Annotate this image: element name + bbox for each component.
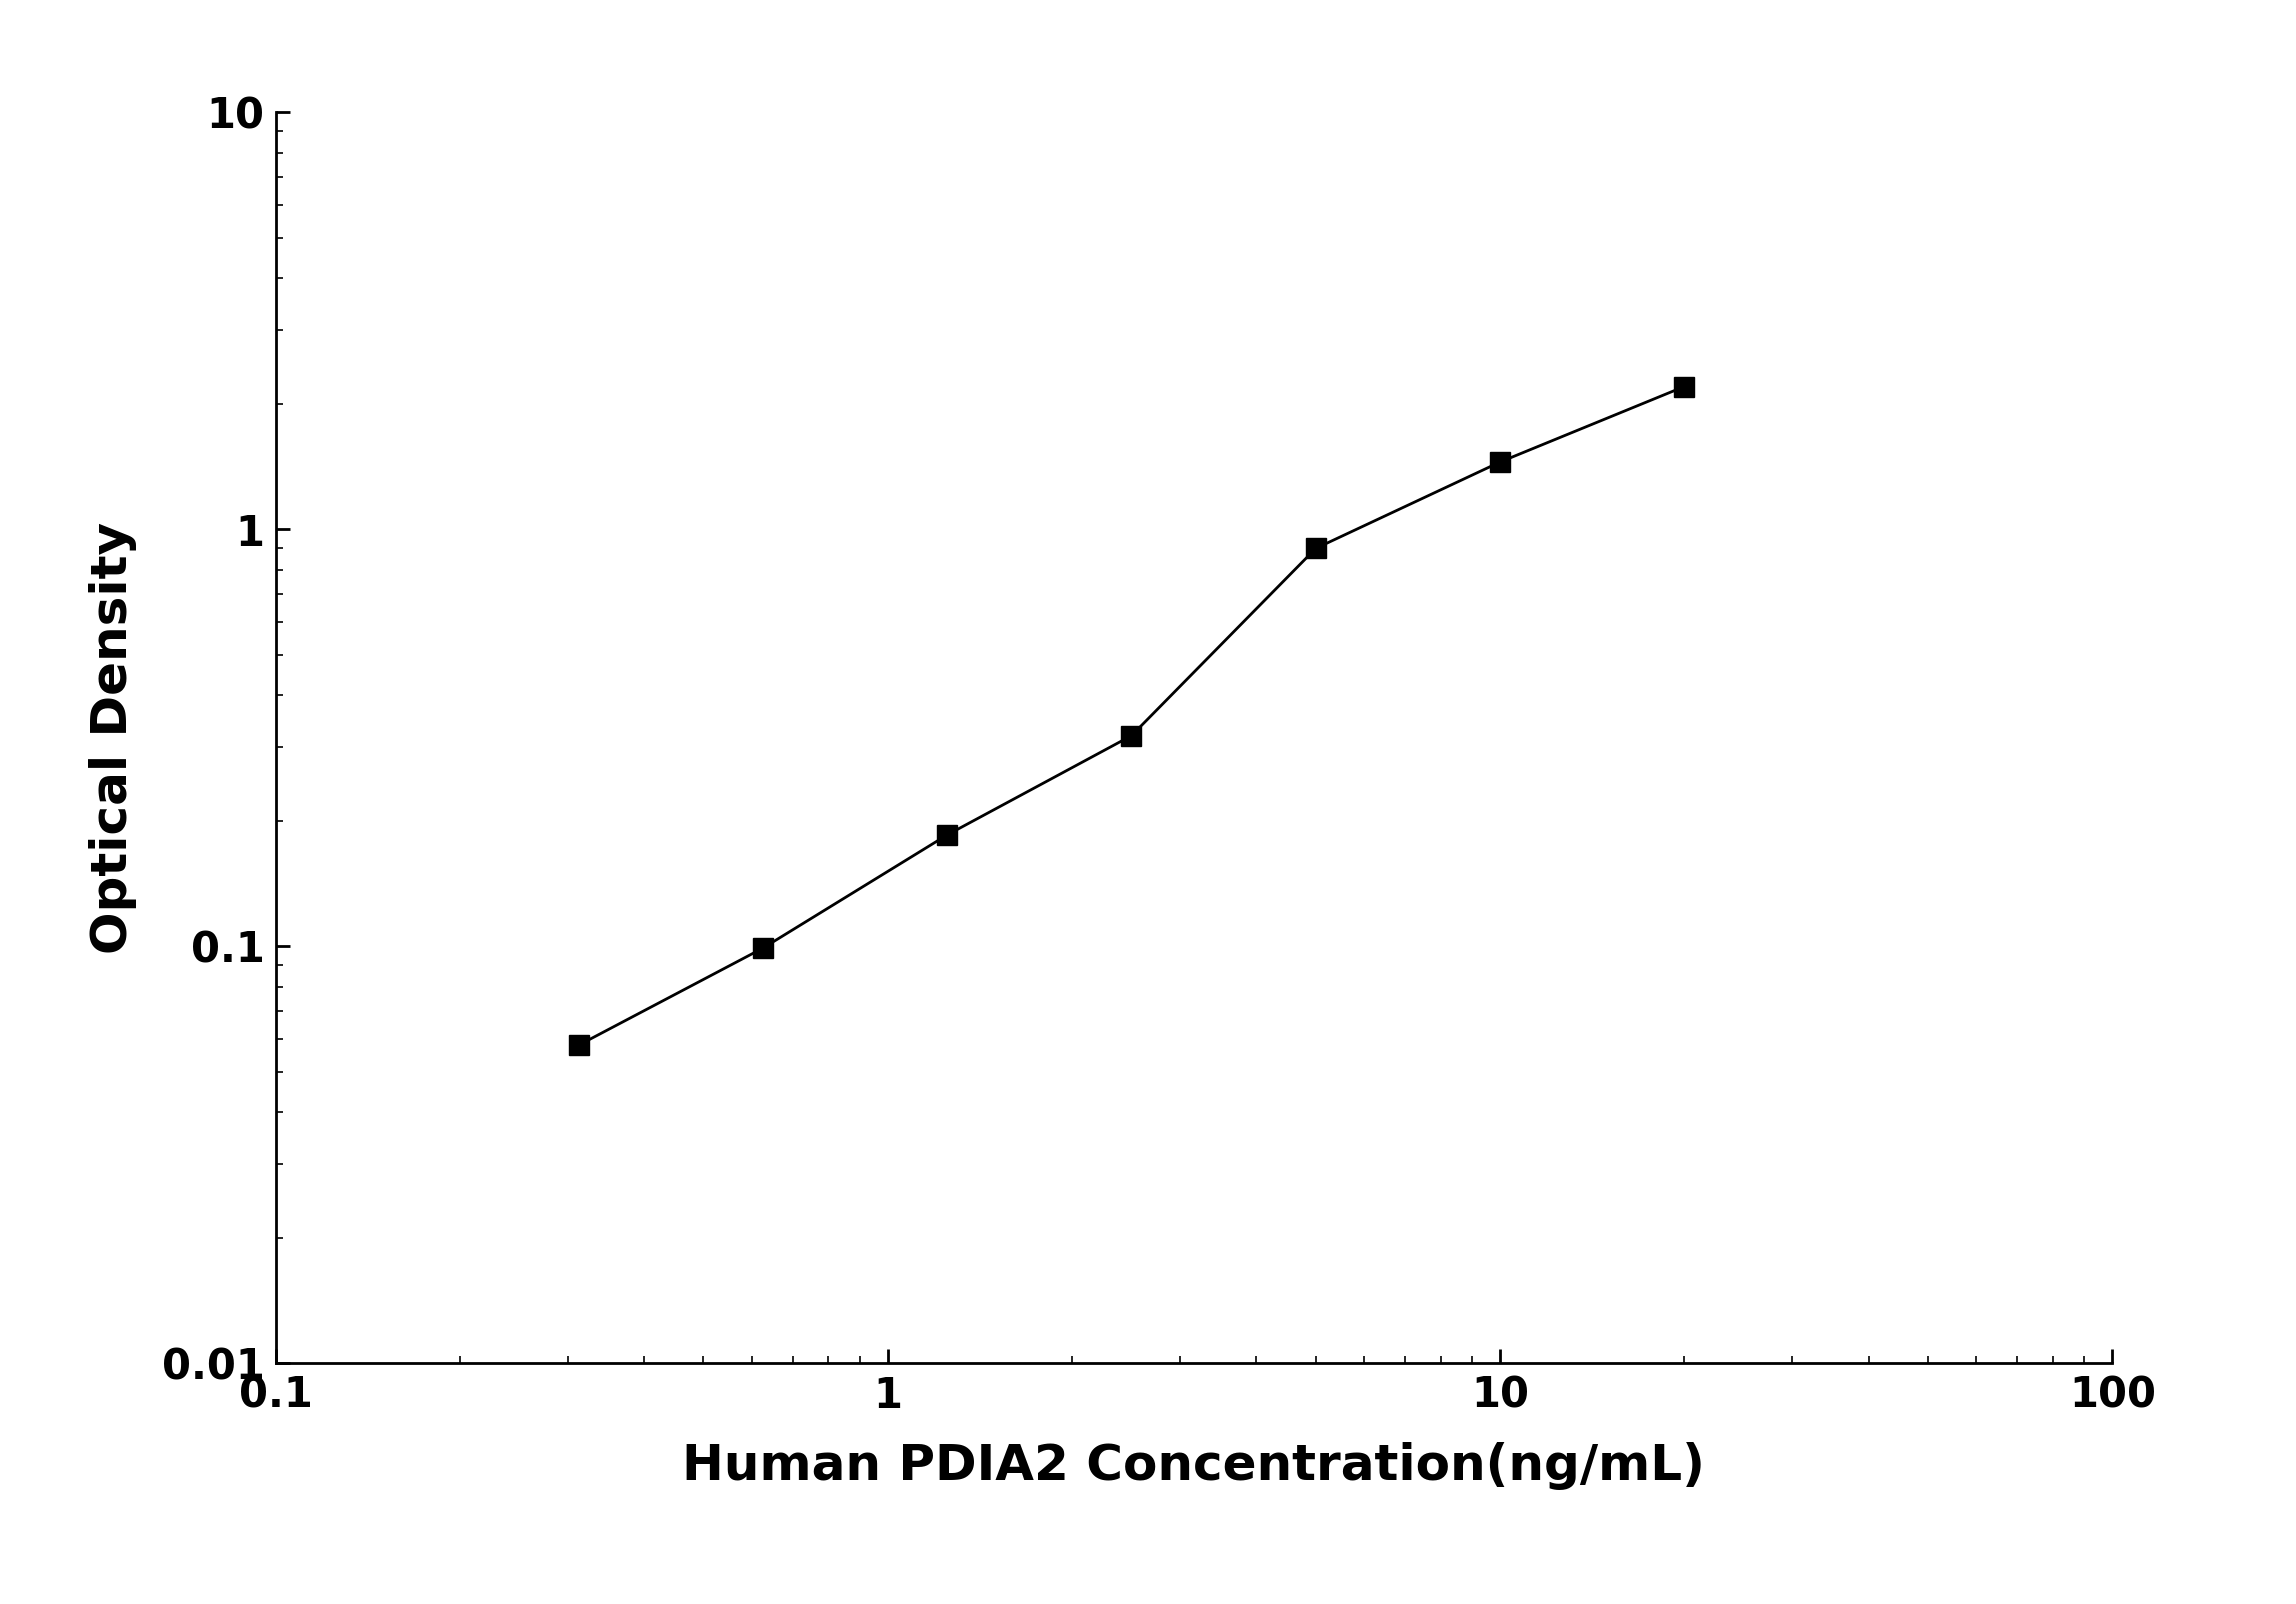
X-axis label: Human PDIA2 Concentration(ng/mL): Human PDIA2 Concentration(ng/mL)	[682, 1442, 1706, 1490]
Y-axis label: Optical Density: Optical Density	[90, 521, 135, 954]
